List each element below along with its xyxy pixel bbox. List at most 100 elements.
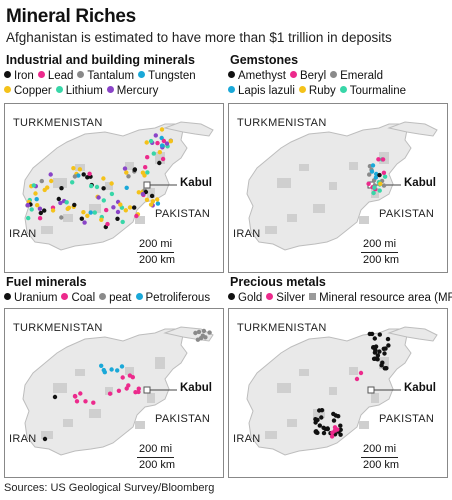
deposit-dot bbox=[50, 208, 56, 213]
deposit-dot bbox=[77, 167, 83, 172]
legend-item: Beryl bbox=[289, 70, 326, 82]
deposit-dot bbox=[377, 332, 382, 337]
deposit-dot bbox=[127, 205, 133, 210]
deposit-dot bbox=[203, 335, 208, 340]
mra-area bbox=[313, 204, 325, 213]
deposit-dot bbox=[366, 181, 371, 186]
legend-item: Ruby bbox=[298, 85, 336, 97]
deposit-dot bbox=[377, 188, 382, 193]
mra-area bbox=[41, 431, 53, 439]
legend-label: Uranium bbox=[14, 292, 58, 304]
legend-gemstones: Amethyst Beryl Emerald Lapis lazuli Ruby Tour… bbox=[228, 69, 410, 99]
deposit-dot bbox=[136, 190, 141, 195]
deposit-dot bbox=[386, 343, 391, 348]
deposit-dot bbox=[59, 186, 64, 191]
legend-dot-icon bbox=[37, 71, 45, 78]
mra-area bbox=[265, 226, 277, 234]
deposit-dot bbox=[377, 172, 382, 178]
deposit-dot bbox=[371, 345, 376, 350]
mra-area bbox=[265, 431, 277, 439]
mra-area bbox=[359, 421, 369, 429]
mra-area bbox=[89, 409, 101, 418]
deposit-dot bbox=[34, 197, 39, 202]
deposit-dot bbox=[130, 375, 135, 380]
deposit-dot bbox=[85, 175, 90, 180]
mra-area bbox=[299, 369, 309, 376]
deposit-dot bbox=[155, 201, 161, 206]
wakhan-corridor bbox=[163, 121, 214, 137]
deposit-dot bbox=[193, 330, 198, 336]
mra-area bbox=[125, 367, 134, 375]
deposit-dot bbox=[331, 418, 337, 423]
legend-label: Petroliferous bbox=[145, 292, 211, 304]
deposit-dot bbox=[101, 176, 106, 181]
deposit-dot bbox=[99, 217, 104, 222]
deposit-dot bbox=[159, 143, 165, 148]
legend-label: Lapis lazuli bbox=[238, 85, 295, 97]
deposit-dot bbox=[71, 166, 76, 171]
deposit-dot bbox=[140, 170, 146, 175]
deposit-dot bbox=[196, 329, 202, 335]
legend-dot-icon bbox=[55, 86, 63, 93]
legend-dot-icon bbox=[61, 293, 69, 300]
scale-miles: 200 mi bbox=[361, 443, 399, 458]
deposit-dot bbox=[330, 430, 335, 435]
deposit-dot bbox=[81, 210, 86, 215]
deposit-dot bbox=[329, 434, 335, 439]
deposit-dot bbox=[64, 200, 69, 205]
label-pakistan: PAKISTAN bbox=[379, 208, 435, 220]
legend-dot-icon bbox=[330, 71, 338, 78]
deposit-dot bbox=[102, 370, 108, 375]
wakhan-corridor bbox=[387, 326, 438, 342]
label-turkmenistan: TURKMENISTAN bbox=[237, 117, 327, 129]
deposit-dot bbox=[82, 220, 87, 225]
panel-title-industrial: Industrial and building minerals bbox=[6, 53, 195, 67]
label-turkmenistan: TURKMENISTAN bbox=[13, 322, 103, 334]
legend-label: Emerald bbox=[340, 70, 383, 82]
mra-area bbox=[75, 369, 85, 376]
deposit-dot bbox=[133, 390, 138, 395]
legend-item: Iron bbox=[4, 70, 34, 82]
legend-dot-icon bbox=[228, 293, 235, 300]
deposit-dot bbox=[83, 399, 88, 404]
deposit-dot bbox=[115, 216, 120, 221]
deposit-dot bbox=[145, 170, 150, 175]
deposit-dot bbox=[372, 336, 377, 341]
legend-item: Copper bbox=[4, 85, 52, 97]
deposit-dot bbox=[42, 208, 47, 213]
legend-item: Lithium bbox=[55, 85, 103, 97]
deposit-dot bbox=[370, 163, 376, 168]
deposit-dot bbox=[35, 203, 40, 208]
deposit-dot bbox=[99, 363, 104, 368]
legend-dot-icon bbox=[228, 71, 235, 78]
deposit-dot bbox=[358, 370, 364, 376]
kabul-marker bbox=[367, 386, 375, 394]
legend-dot-icon bbox=[138, 71, 146, 78]
mra-area bbox=[371, 393, 379, 403]
deposit-dot bbox=[109, 181, 114, 186]
deposit-dot bbox=[70, 180, 75, 185]
deposit-dot bbox=[382, 174, 388, 179]
deposit-dot bbox=[72, 393, 78, 399]
mra-area bbox=[147, 188, 155, 198]
legend-label: Copper bbox=[14, 85, 52, 97]
deposit-dot bbox=[74, 399, 80, 404]
scale-km: 200 km bbox=[139, 254, 176, 266]
deposit-dot bbox=[124, 185, 129, 190]
legend-dot-icon bbox=[4, 86, 11, 93]
deposit-dot bbox=[101, 198, 107, 203]
deposit-dot bbox=[157, 150, 162, 155]
legend-item: Petroliferous bbox=[135, 292, 211, 304]
scale-miles: 200 mi bbox=[361, 238, 399, 253]
scale-bar: 200 mi 200 km bbox=[137, 238, 177, 267]
legend-item: Tungsten bbox=[138, 70, 196, 82]
legend-square-icon bbox=[309, 293, 317, 300]
deposit-dot bbox=[88, 210, 93, 215]
deposit-dot bbox=[377, 349, 382, 354]
scale-bar: 200 mi 200 km bbox=[361, 443, 401, 472]
mra-area bbox=[105, 387, 113, 395]
deposit-dot bbox=[126, 174, 131, 179]
map-fuel: TURKMENISTAN IRAN PAKISTAN Kabul 200 mi 200 k… bbox=[4, 308, 224, 478]
deposit-dot bbox=[161, 138, 167, 144]
legend-item: Emerald bbox=[330, 70, 383, 82]
